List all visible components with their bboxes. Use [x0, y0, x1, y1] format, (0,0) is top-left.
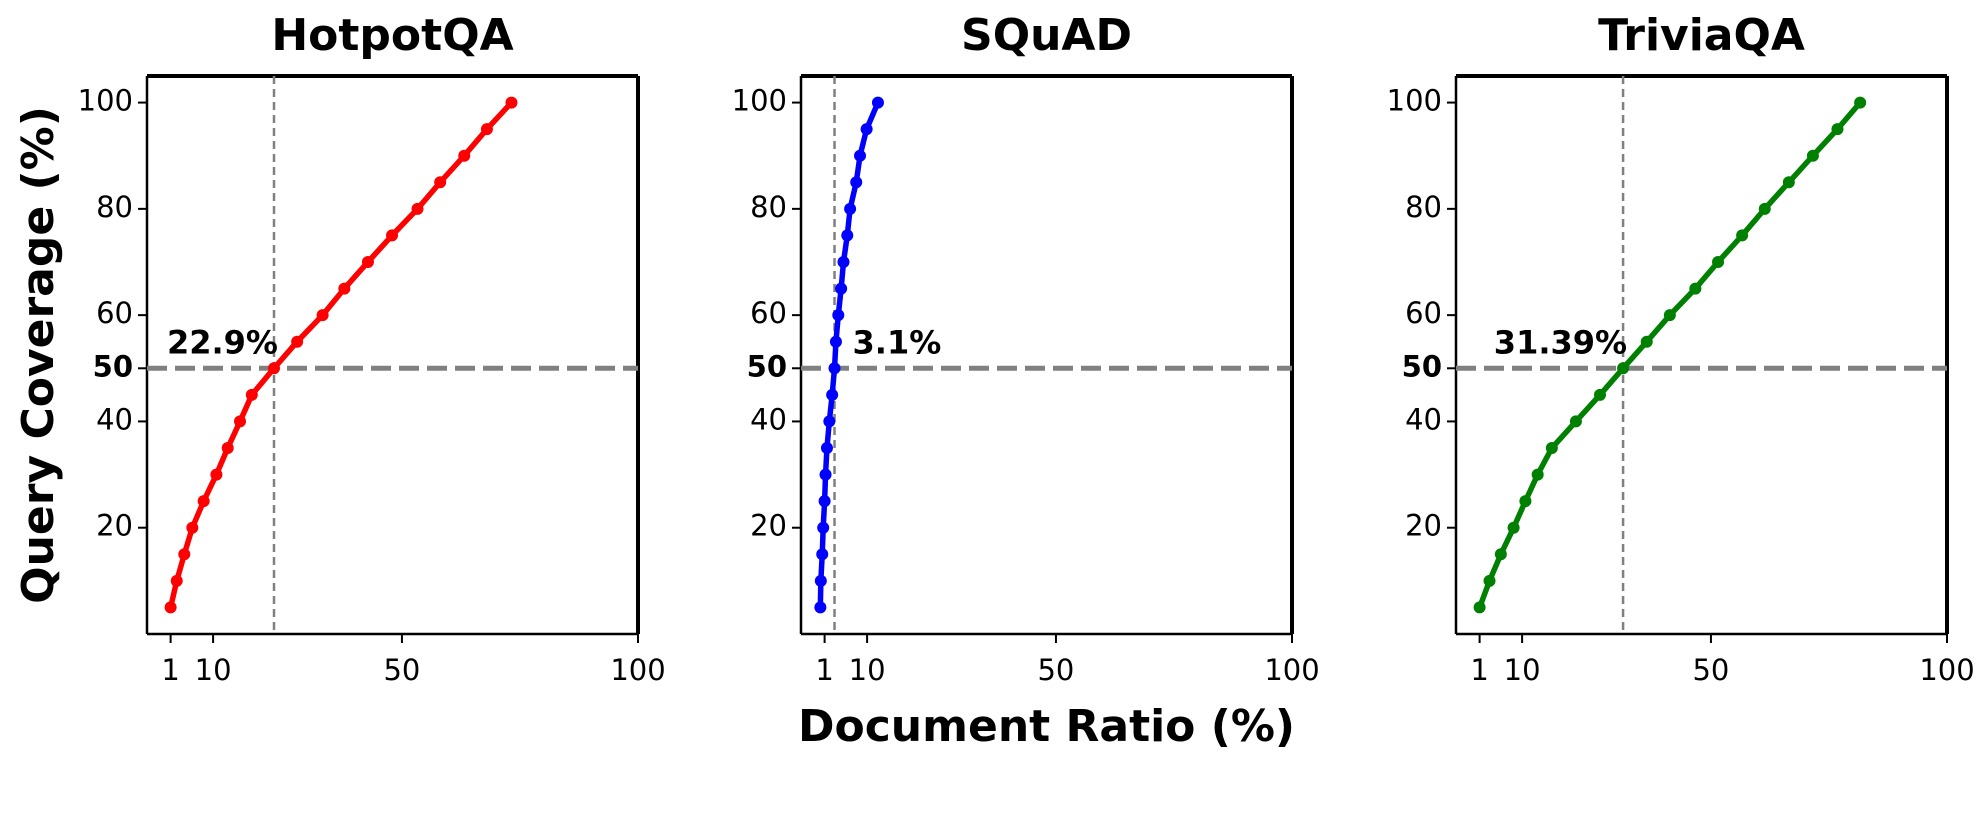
y-tick-label: 80 — [1405, 190, 1442, 224]
data-point — [826, 388, 839, 401]
data-point — [1473, 601, 1486, 614]
annotation: 31.39% — [1494, 323, 1627, 361]
data-point — [837, 256, 850, 268]
data-point — [816, 548, 829, 561]
data-point — [1712, 256, 1725, 268]
data-point — [814, 601, 827, 614]
x-tick-label: 100 — [1919, 653, 1974, 687]
data-point — [234, 415, 247, 428]
data-point — [1854, 96, 1867, 109]
y-tick-label: 100 — [1387, 84, 1442, 118]
data-point — [1782, 176, 1795, 189]
data-point — [860, 123, 873, 136]
data-point — [850, 176, 863, 189]
data-point — [1617, 362, 1630, 375]
data-point — [828, 362, 841, 375]
y-tick-label: 100 — [78, 84, 133, 118]
data-point — [361, 256, 374, 268]
y-axis-label: Query Coverage (%) — [13, 106, 64, 604]
data-point — [1640, 335, 1653, 348]
data-point — [505, 96, 518, 109]
data-point — [854, 149, 867, 162]
data-point — [210, 468, 223, 481]
data-point — [197, 495, 210, 508]
data-point — [832, 309, 845, 322]
data-point — [316, 309, 329, 322]
x-tick-label: 50 — [1692, 653, 1729, 687]
y-tick-label: 60 — [96, 296, 133, 330]
y-tick-label: 80 — [750, 190, 787, 224]
y-tick-label: 40 — [1405, 402, 1442, 436]
y-tick-label: 20 — [1405, 509, 1442, 543]
subplot-title: HotpotQA — [271, 10, 513, 61]
data-point — [820, 442, 833, 454]
x-tick-label: 50 — [1037, 653, 1074, 687]
data-point — [1758, 202, 1771, 215]
data-point — [1519, 495, 1532, 508]
data-point — [291, 335, 304, 348]
data-point — [841, 229, 854, 242]
x-tick-label: 100 — [610, 653, 665, 687]
data-point — [267, 362, 280, 375]
y-tick-label: 40 — [750, 402, 787, 436]
x-tick-label: 10 — [1504, 653, 1541, 687]
y-tick-label: 20 — [96, 509, 133, 543]
x-tick-label: 10 — [195, 653, 232, 687]
data-point — [1531, 468, 1544, 481]
data-point — [835, 282, 848, 295]
x-tick-label: 1 — [1470, 653, 1488, 687]
data-point — [817, 521, 830, 534]
data-point — [1831, 123, 1844, 136]
data-point — [338, 282, 351, 295]
data-point — [1483, 574, 1496, 587]
y-tick-label: 50 — [747, 349, 787, 383]
data-point — [1494, 548, 1507, 561]
data-point — [1569, 415, 1582, 428]
data-point — [434, 176, 447, 189]
y-tick-label: 20 — [750, 509, 787, 543]
data-point — [164, 601, 177, 614]
x-tick-label: 50 — [383, 653, 420, 687]
data-point — [170, 574, 183, 587]
data-point — [844, 202, 857, 215]
data-point — [245, 388, 258, 401]
data-point — [480, 123, 493, 136]
data-point — [458, 149, 471, 162]
subplot-title: SQuAD — [961, 10, 1132, 61]
data-point — [819, 468, 832, 481]
data-point — [178, 548, 191, 561]
x-tick-label: 10 — [849, 653, 886, 687]
data-point — [1689, 282, 1702, 295]
data-point — [1806, 149, 1819, 162]
y-tick-label: 50 — [1402, 349, 1442, 383]
x-tick-label: 1 — [161, 653, 179, 687]
data-point — [871, 96, 884, 109]
y-tick-label: 60 — [750, 296, 787, 330]
data-point — [818, 495, 831, 508]
y-tick-label: 50 — [93, 349, 133, 383]
data-point — [1593, 388, 1606, 401]
annotation: 3.1% — [853, 323, 942, 361]
x-tick-label: 100 — [1264, 653, 1319, 687]
annotation: 22.9% — [167, 323, 278, 361]
data-point — [1736, 229, 1749, 242]
data-point — [186, 521, 199, 534]
y-tick-label: 40 — [96, 402, 133, 436]
x-axis-label: Document Ratio (%) — [798, 701, 1295, 752]
data-point — [221, 442, 234, 454]
data-point — [823, 415, 836, 428]
y-tick-label: 60 — [1405, 296, 1442, 330]
data-point — [1545, 442, 1558, 454]
data-point — [1663, 309, 1676, 322]
data-point — [829, 335, 842, 348]
data-point — [1507, 521, 1520, 534]
data-point — [386, 229, 399, 242]
y-tick-label: 100 — [732, 84, 787, 118]
y-tick-label: 80 — [96, 190, 133, 224]
x-tick-label: 1 — [815, 653, 833, 687]
subplot-title: TriviaQA — [1598, 10, 1805, 61]
data-point — [814, 574, 827, 587]
data-point — [411, 202, 424, 215]
